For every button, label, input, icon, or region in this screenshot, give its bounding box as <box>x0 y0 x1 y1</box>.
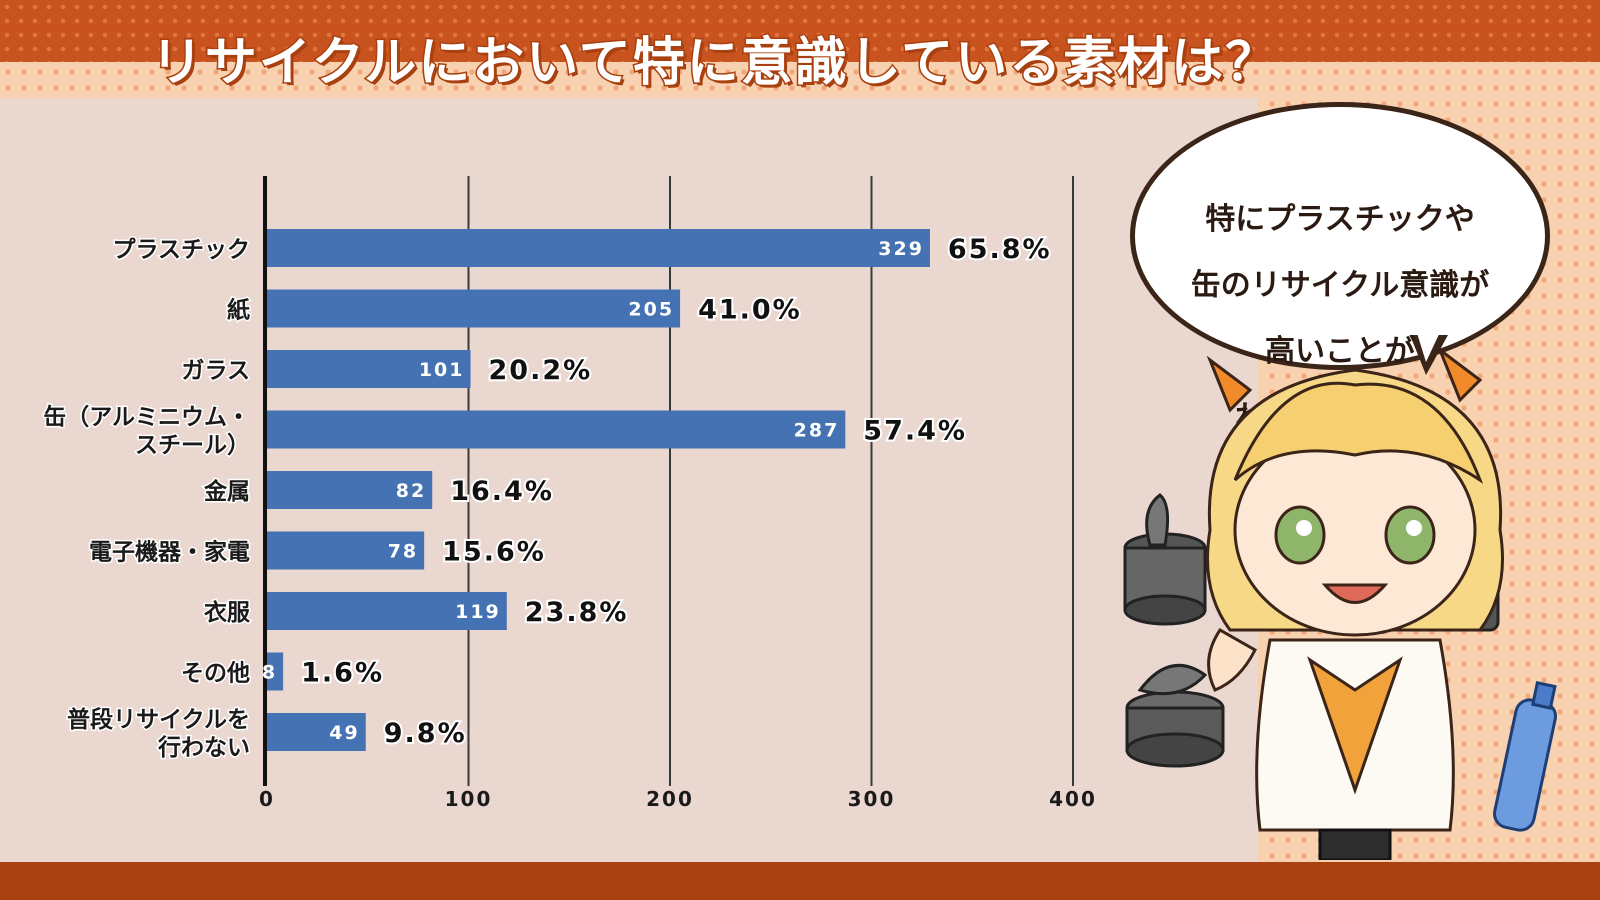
open-can-icon <box>1125 663 1225 768</box>
x-tick-label: 300 <box>848 787 896 811</box>
speech-bubble <box>1130 102 1550 370</box>
category-label: 缶（アルミニウム・ <box>43 404 250 431</box>
bar-percentage-label: 57.4% <box>863 416 967 447</box>
category-label: ガラス <box>181 358 250 384</box>
category-label: プラスチック <box>112 237 250 263</box>
bar-value-label: 119 <box>455 601 501 623</box>
x-tick-label: 100 <box>445 787 493 811</box>
bar <box>267 350 471 388</box>
bar-percentage-label: 15.6% <box>442 537 546 568</box>
footer-band <box>0 862 1600 900</box>
x-tick-label: 0 <box>259 787 275 811</box>
bar-value-label: 329 <box>878 238 924 260</box>
bar-percentage-label: 1.6% <box>301 658 384 689</box>
bar <box>267 289 681 328</box>
category-label: 行わない <box>157 734 250 761</box>
category-label: その他 <box>181 661 250 687</box>
bar <box>267 471 433 509</box>
bar <box>267 713 366 751</box>
bar-percentage-label: 65.8% <box>948 234 1052 265</box>
bubble-line: 特にプラスチックや <box>1205 202 1475 237</box>
bar-value-label: 205 <box>628 299 674 321</box>
category-label: 金属 <box>203 478 250 505</box>
mascot-illustration <box>1123 345 1557 860</box>
x-tick-label: 400 <box>1049 787 1097 811</box>
category-label: 衣服 <box>204 599 251 626</box>
bar <box>267 410 846 449</box>
category-label: スチール） <box>135 432 250 459</box>
bubble-line: 高いことが <box>1265 334 1415 369</box>
bar-value-label: 82 <box>396 480 426 502</box>
can-icon <box>1123 493 1207 626</box>
bar <box>267 531 425 570</box>
bar <box>267 592 507 630</box>
bar-chart: 0 100 200 300 400 329 65.8% プラスチック 205 41.0% 紙 101 2… <box>42 176 1097 811</box>
bar-value-label: 287 <box>794 420 840 442</box>
header-band <box>0 0 1600 62</box>
category-label: 紙 <box>227 297 250 324</box>
bar-percentage-label: 16.4% <box>450 476 554 507</box>
chart-panel <box>0 98 1258 862</box>
bar-value-label: 101 <box>419 359 465 381</box>
bar-percentage-label: 23.8% <box>525 597 629 628</box>
mascot-head <box>1206 345 1504 637</box>
bubble-line: 缶のリサイクル意識が <box>1190 268 1490 303</box>
bar-percentage-label: 9.8% <box>384 718 467 749</box>
plastic-bottle-icon <box>1493 680 1557 832</box>
bar-value-label: 8 <box>262 662 277 684</box>
bar <box>267 652 284 691</box>
category-label: 普段リサイクルを <box>67 706 250 733</box>
bar-percentage-label: 20.2% <box>489 355 593 386</box>
bar-percentage-label: 41.0% <box>698 295 802 326</box>
x-tick-label: 200 <box>646 787 694 811</box>
bar-value-label: 78 <box>388 541 418 563</box>
bar <box>267 229 930 267</box>
page-title: リサイクルにおいて特に意識している素材は？ <box>149 32 1280 95</box>
bar-value-label: 49 <box>329 722 359 744</box>
mascot-body <box>1207 558 1500 860</box>
category-label: 電子機器・家電 <box>89 539 250 566</box>
